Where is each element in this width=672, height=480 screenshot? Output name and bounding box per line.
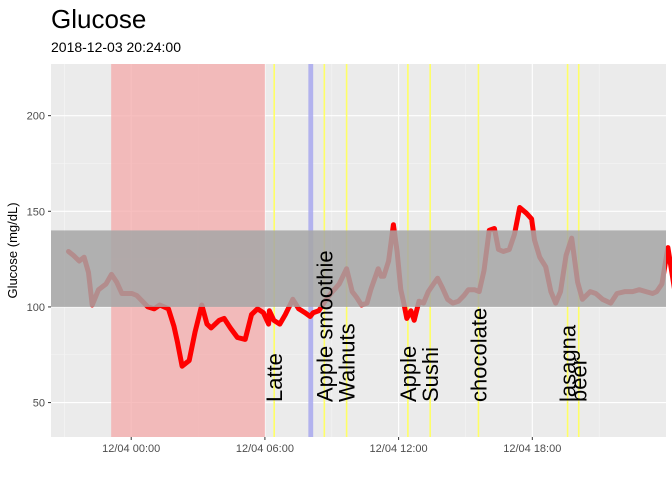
x-tick-label: 12/04 18:00	[503, 443, 561, 455]
target-range-band	[51, 230, 666, 307]
event-label: Apple smoothie	[312, 250, 337, 402]
y-tick-label: 50	[33, 398, 45, 410]
event-label: beer	[567, 358, 592, 402]
y-tick-label: 200	[27, 111, 45, 123]
event-label: Apple	[396, 346, 421, 402]
event-label: Latte	[262, 353, 287, 402]
x-tick-label: 12/04 06:00	[236, 443, 294, 455]
event-label: chocolate	[466, 308, 491, 402]
x-tick-label: 12/04 12:00	[370, 443, 428, 455]
chart-title: Glucose	[51, 4, 147, 34]
y-tick-label: 100	[27, 302, 45, 314]
event-label: Sushi	[418, 347, 443, 402]
event-label: Walnuts	[335, 323, 360, 402]
x-tick-label: 12/04 00:00	[102, 443, 160, 455]
y-tick-label: 150	[27, 206, 45, 218]
event-label: lasagna	[556, 324, 581, 402]
y-axis-title: Glucose (mg/dL)	[5, 202, 20, 298]
chart-subtitle: 2018-12-03 20:24:00	[51, 39, 181, 55]
